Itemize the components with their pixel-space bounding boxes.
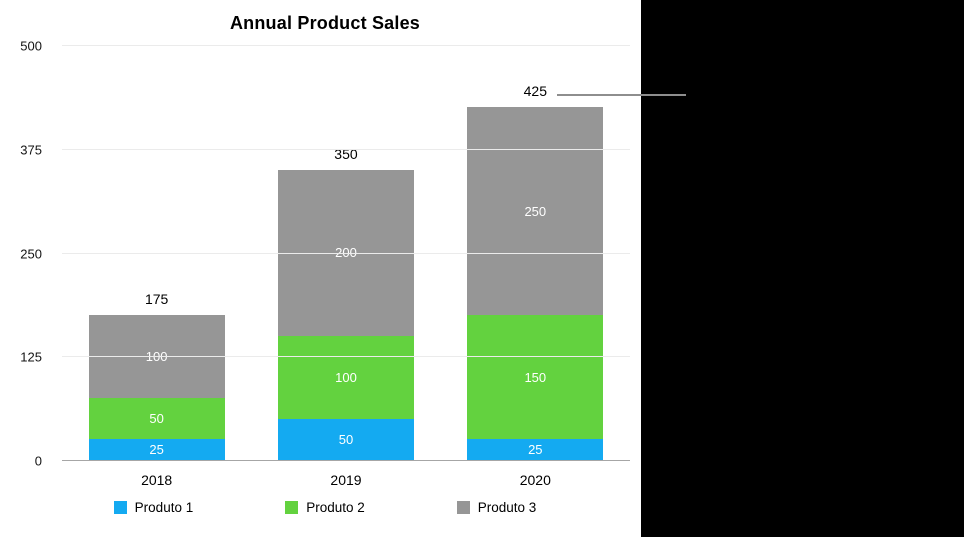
y-axis-tick-label: 375 xyxy=(20,142,42,158)
bar-segment-produto-3: 250 xyxy=(467,107,604,315)
segment-value-label: 25 xyxy=(149,442,164,458)
x-axis-category-label: 2018 xyxy=(141,472,173,488)
gridline xyxy=(62,356,630,358)
bar-segment-produto-1: 25 xyxy=(88,439,225,460)
legend-label: Produto 1 xyxy=(134,500,194,515)
gridline xyxy=(62,252,630,254)
y-axis: 0 125 250 375 500 xyxy=(0,39,46,469)
bar-segment-produto-2: 100 xyxy=(277,335,414,419)
legend-swatch xyxy=(285,501,299,514)
legend-item-produto-2: Produto 2 xyxy=(285,500,365,515)
chart-title: Annual Product Sales xyxy=(229,13,421,33)
plot-area: 25 50 100 175 2018 50 100 200 350 2019 25 150 250 425… xyxy=(62,45,630,488)
bar-stack: 25 150 250 xyxy=(467,107,604,460)
y-axis-tick-label: 0 xyxy=(34,453,42,469)
bar-segment-produto-1: 50 xyxy=(277,418,414,460)
segment-value-label: 250 xyxy=(524,203,547,219)
bars: 25 50 100 175 2018 50 100 200 350 2019 25 150 250 425… xyxy=(62,46,630,488)
legend-label: Produto 3 xyxy=(477,500,537,515)
bar-stack: 25 50 100 xyxy=(88,314,225,460)
legend: Produto 1 Produto 2 Produto 3 xyxy=(0,500,650,515)
bar-total-label: 175 xyxy=(144,290,169,307)
legend-swatch xyxy=(113,501,127,514)
y-axis-tick-label: 500 xyxy=(20,38,42,54)
side-panel xyxy=(641,0,964,537)
y-axis-tick-label: 125 xyxy=(20,349,42,365)
bar-segment-produto-2: 150 xyxy=(467,314,604,440)
y-axis-tick-label: 250 xyxy=(20,246,42,261)
bar-segment-produto-1: 25 xyxy=(467,439,604,460)
bar-stack: 50 100 200 xyxy=(277,169,414,460)
chart-panel: Annual Product Sales 0 125 250 375 500 25 50 1… xyxy=(0,0,641,537)
segment-value-label: 50 xyxy=(149,411,164,426)
gridline xyxy=(62,45,630,46)
legend-item-produto-3: Produto 3 xyxy=(456,500,537,515)
legend-label: Produto 2 xyxy=(306,500,365,515)
segment-value-label: 50 xyxy=(338,431,354,447)
segment-value-label: 150 xyxy=(524,369,547,385)
callout-line xyxy=(557,94,686,96)
x-axis-category-label: 2019 xyxy=(330,472,362,488)
bar-segment-produto-2: 50 xyxy=(88,397,225,440)
legend-swatch xyxy=(456,501,470,514)
bar-2019: 50 100 200 350 2019 xyxy=(277,46,414,488)
segment-value-label: 25 xyxy=(528,442,543,458)
segment-value-label: 100 xyxy=(335,369,357,385)
bar-total-label: 425 xyxy=(523,83,547,100)
x-axis-baseline xyxy=(62,460,630,461)
bar-2020: 25 150 250 425 2020 xyxy=(467,46,604,488)
legend-item-produto-1: Produto 1 xyxy=(113,500,194,515)
x-axis-category-label: 2020 xyxy=(519,472,551,488)
gridline xyxy=(62,148,630,150)
bar-2018: 25 50 100 175 2018 xyxy=(88,46,225,488)
